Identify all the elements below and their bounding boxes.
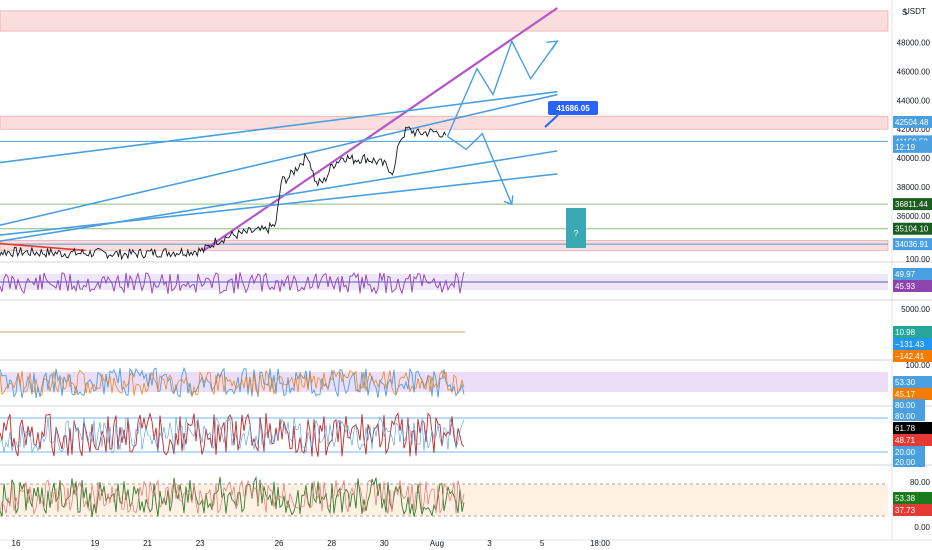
stoch-badge xyxy=(893,388,932,400)
stoch-badge-label: 45.17 xyxy=(895,390,916,399)
macd-badge-label: −131.43 xyxy=(895,340,925,349)
price-axis-badge-label: 12:19 xyxy=(895,143,916,152)
trend-line xyxy=(202,7,558,252)
price-series xyxy=(0,126,447,261)
resistance-zone xyxy=(0,10,889,32)
williams-axis-tick: 80.00 xyxy=(895,401,916,410)
price-axis-tick: 40000.00 xyxy=(897,154,931,163)
mfi-axis-tick: 0.00 xyxy=(914,523,930,532)
stoch-badge-label: 53.30 xyxy=(895,378,916,387)
williams-badge-label: 61.78 xyxy=(895,424,916,433)
williams-badge xyxy=(893,434,932,446)
macd-badge xyxy=(893,338,932,350)
trend-line xyxy=(0,150,558,243)
time-axis-tick: 18:00 xyxy=(590,539,611,548)
price-axis-tick: 42000.00 xyxy=(897,125,931,134)
price-axis-badge-label: 36811.44 xyxy=(895,200,928,209)
williams-level-badge xyxy=(893,399,925,410)
question-callout-mark: ? xyxy=(574,229,579,238)
price-callout-label: 41686.05 xyxy=(556,104,590,113)
mfi-badge xyxy=(893,492,932,504)
indicator-line xyxy=(0,271,465,295)
projection-down-arrowhead xyxy=(503,195,514,206)
indicator-line xyxy=(0,369,465,397)
indicator-line xyxy=(0,475,465,518)
price-axis-badge-label: 34036.91 xyxy=(895,240,929,249)
trend-line xyxy=(0,173,558,236)
price-axis-tick: 44000.00 xyxy=(897,96,931,105)
time-axis-tick: 23 xyxy=(196,539,205,548)
rsi-badge xyxy=(893,268,932,280)
price-callout-pointer xyxy=(544,114,559,128)
currency-label: USDT xyxy=(904,7,926,16)
trend-line xyxy=(0,93,558,227)
williams-level-badge xyxy=(893,456,925,467)
time-axis-tick: 26 xyxy=(275,539,284,548)
mfi-badge-label: 53.38 xyxy=(895,494,916,503)
time-axis-tick: 30 xyxy=(380,539,389,548)
price-axis-tick: 46000.00 xyxy=(897,68,931,77)
mfi-badge xyxy=(893,504,932,516)
mfi-band xyxy=(0,484,888,516)
resistance-zone xyxy=(0,115,889,130)
price-axis-badge xyxy=(893,222,932,235)
mfi-axis-tick: 80.00 xyxy=(910,478,931,487)
williams-axis-tick: 20.00 xyxy=(895,458,916,467)
projection-up-path xyxy=(446,39,558,137)
price-axis-badge-label: 42504.48 xyxy=(895,118,929,127)
rsi-badge-label: 49.97 xyxy=(895,270,916,279)
rsi-axis-tick: 100.00 xyxy=(906,255,931,264)
williams-badge xyxy=(893,422,932,434)
mfi-badge-label: 37.73 xyxy=(895,506,916,515)
macd-badge-label: 10.98 xyxy=(895,328,916,337)
indicator-line xyxy=(0,366,465,398)
stoch-badge xyxy=(893,376,932,388)
resistance-zone xyxy=(0,240,889,251)
price-axis-badge xyxy=(893,238,932,251)
time-axis-tick: Aug xyxy=(430,539,444,548)
macd-badge-label: −142.41 xyxy=(895,352,925,361)
macd-badge xyxy=(893,326,932,338)
williams-level-badge xyxy=(893,446,925,457)
projection-down-path xyxy=(447,132,513,205)
price-axis-badge xyxy=(893,115,932,128)
indicator-line xyxy=(0,416,465,454)
price-callout-box xyxy=(548,101,598,115)
price-axis-badge-label: 35104.10 xyxy=(895,225,929,234)
williams-axis-tick: 80.00 xyxy=(895,412,916,421)
price-axis-tick: 38000.00 xyxy=(897,183,931,192)
macd-badge xyxy=(893,350,932,362)
time-axis-tick: 19 xyxy=(90,539,99,548)
rsi-badge-label: 45.93 xyxy=(895,282,916,291)
trend-line xyxy=(0,242,86,252)
projection-up-arrowhead xyxy=(546,40,559,51)
macd-axis-tick: 5000.00 xyxy=(901,305,930,314)
price-axis-tick: 36000.00 xyxy=(897,212,931,221)
price-axis-badge xyxy=(893,198,932,211)
time-axis-tick: 21 xyxy=(143,539,152,548)
williams-badge-label: 48.71 xyxy=(895,436,916,445)
williams-level-badge xyxy=(893,410,925,421)
time-axis-tick: 3 xyxy=(487,539,492,548)
question-callout-box xyxy=(566,208,586,248)
time-axis-tick: 16 xyxy=(12,539,21,548)
williams-axis-tick: 20.00 xyxy=(895,448,916,457)
price-axis-badge xyxy=(893,140,932,153)
time-axis-tick: 5 xyxy=(540,539,545,548)
price-axis-tick: 48000.00 xyxy=(897,39,931,48)
time-axis-tick: 28 xyxy=(327,539,336,548)
scale-mode-label: S xyxy=(902,8,907,17)
indicator-line xyxy=(0,479,465,516)
stoch-axis-tick: 100.00 xyxy=(906,361,931,370)
rsi-badge xyxy=(893,280,932,292)
